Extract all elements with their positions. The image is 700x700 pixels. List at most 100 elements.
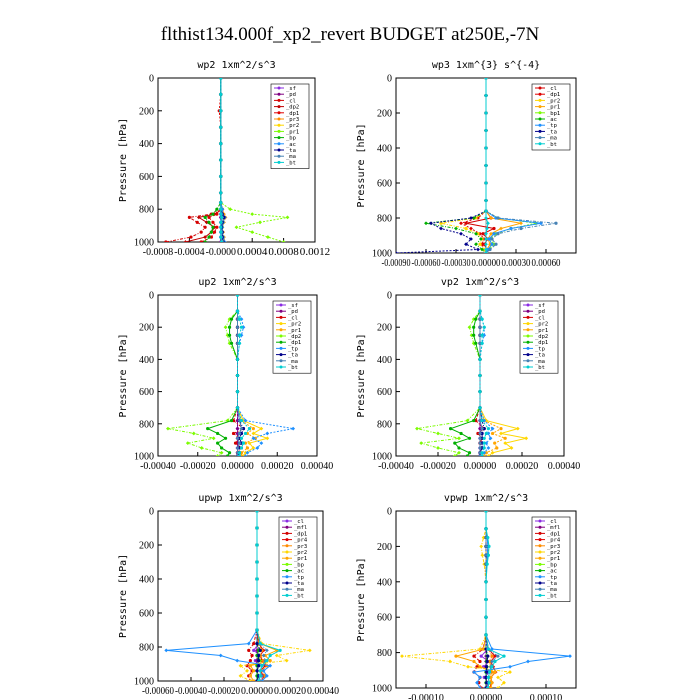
data-point (257, 679, 261, 681)
legend-marker (538, 142, 542, 146)
data-point (524, 436, 529, 441)
x-tick-label: -0.00020 (208, 686, 240, 697)
series-line-dp1 (200, 78, 222, 242)
data-point (480, 242, 484, 247)
x-tick-label: 0.00030 (502, 258, 531, 269)
data-point (484, 128, 488, 133)
series-line-bt (237, 295, 251, 456)
data-point (484, 675, 488, 679)
data-point (464, 226, 468, 231)
legend-entry: _dp1 (535, 340, 548, 346)
data-point (239, 436, 244, 440)
legend-entry: _pr1 (535, 328, 548, 334)
data-point (424, 221, 428, 226)
data-point (526, 659, 530, 664)
data-point (489, 686, 493, 688)
data-point (493, 670, 497, 674)
data-point (484, 181, 488, 185)
legend-marker (277, 148, 281, 152)
data-point (469, 237, 473, 241)
legend-marker (538, 129, 542, 133)
x-tick-label: 0.00000 (464, 461, 497, 472)
data-point (229, 418, 234, 423)
data-point (554, 221, 558, 225)
legend-marker (285, 581, 289, 585)
data-point (265, 674, 269, 678)
legend-entry: _cl (294, 519, 304, 525)
data-point (187, 215, 191, 219)
data-point (235, 295, 240, 297)
legend: _sf_pd_cl_pr2_pr1_dp2_dp1_tp_ta_ma_bt (519, 300, 559, 374)
legend-entry: _cl (547, 519, 557, 525)
legend-entry: _cl (535, 315, 545, 321)
y-tick-label: 600 (139, 609, 154, 620)
legend-marker (538, 98, 542, 102)
y-tick-label: 200 (377, 323, 392, 334)
data-point (484, 580, 488, 584)
legend-entry: _sf (288, 303, 298, 309)
y-tick-label: 0 (387, 507, 392, 518)
legend-entry: _ta (547, 129, 557, 135)
data-point (235, 333, 240, 338)
data-point (482, 647, 486, 651)
panel-title: vpwp 1xm^2/s^3 (444, 493, 528, 504)
data-point (509, 446, 514, 450)
data-point (486, 654, 490, 658)
legend: _cl_dp1_pr2_pr1_bp1_ac_tp_ta_ma_bt (531, 83, 571, 151)
chart-panels: wp2 1xm^2/s^3 Pressure [hPa] 0 200 400 600 800… (118, 60, 580, 700)
data-point (281, 240, 286, 242)
data-point (251, 446, 256, 450)
y-tick-label: 0 (387, 291, 392, 302)
data-point (499, 427, 503, 431)
data-point (484, 209, 488, 213)
data-point (484, 615, 488, 619)
legend-marker (285, 544, 289, 548)
data-point (480, 418, 484, 423)
y-tick-label: 600 (377, 179, 392, 190)
data-point (223, 436, 228, 440)
data-point (503, 436, 507, 440)
legend-marker (526, 322, 530, 326)
data-point (255, 511, 259, 513)
legend-entry: _dp1 (288, 340, 301, 346)
data-point (237, 454, 242, 456)
data-point (164, 240, 168, 242)
data-point (204, 220, 209, 225)
data-point (400, 654, 404, 659)
data-point (243, 418, 248, 423)
y-tick-label: 600 (377, 387, 392, 398)
data-point (215, 212, 219, 216)
data-point (485, 562, 489, 566)
data-point (486, 454, 491, 456)
data-point (484, 93, 488, 98)
data-point (459, 431, 463, 436)
data-point (436, 446, 440, 450)
data-point (260, 664, 264, 668)
data-point (215, 225, 219, 229)
data-point (241, 441, 246, 445)
data-point (478, 309, 482, 313)
data-point (243, 454, 248, 456)
data-point (478, 390, 482, 394)
data-point (487, 237, 491, 241)
data-point (265, 648, 269, 653)
data-point (472, 333, 476, 337)
legend-marker (277, 86, 281, 90)
legend-entry: _pd (286, 92, 296, 98)
data-point (278, 648, 282, 653)
legend-marker (526, 309, 530, 313)
data-point (237, 333, 242, 337)
data-point (490, 647, 494, 651)
legend-marker (526, 346, 530, 350)
x-tick-label: 0.0008 (268, 247, 298, 258)
data-point (252, 679, 256, 681)
legend-marker (538, 117, 542, 121)
data-point (268, 653, 272, 658)
data-point (482, 237, 486, 241)
x-tick-label: -0.00020 (420, 461, 456, 472)
data-point (268, 659, 272, 663)
legend-marker (277, 111, 281, 115)
data-point (235, 309, 240, 313)
data-point (429, 221, 433, 226)
y-tick-label: 800 (139, 205, 154, 216)
